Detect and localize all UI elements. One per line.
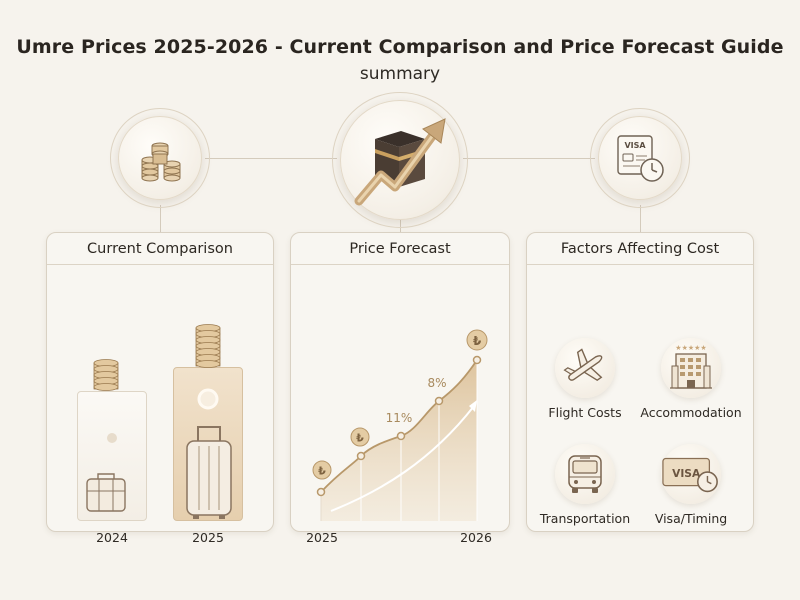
panel-title-factors: Factors Affecting Cost	[527, 233, 753, 265]
visa-timing-label: Visa/Timing	[654, 511, 728, 526]
visa-circle: VISA	[590, 108, 690, 208]
factors-panel: Factors Affecting Cost Flight Costs ★★★★…	[526, 232, 754, 532]
flight-costs-item	[555, 338, 615, 398]
bus-icon	[568, 455, 602, 493]
page-subtitle: summary	[359, 64, 441, 84]
forecast-x-label-2025: 2025	[306, 530, 338, 545]
visa-clock-icon: VISA	[617, 135, 664, 182]
connector-left-down	[160, 205, 161, 232]
flight-costs-label: Flight Costs	[548, 405, 622, 420]
coins-circle	[110, 108, 210, 208]
top-connector-right	[463, 158, 595, 159]
pct-label-8: 8%	[427, 376, 446, 390]
page-title: Umre Prices 2025-2026 - Current Comparis…	[16, 36, 784, 58]
forecast-points	[316, 355, 482, 497]
lira-coins: ₺ ₺ ₺	[312, 329, 488, 480]
coin-stacks-icon	[141, 142, 181, 182]
comparison-illustration	[86, 324, 232, 519]
visa-timing-item: VISA	[661, 444, 721, 504]
price-forecast-panel: Price Forecast	[290, 232, 510, 545]
kaaba-circle	[332, 92, 468, 228]
visa-badge-text: VISA	[672, 467, 701, 480]
svg-text:★★★★★: ★★★★★	[675, 344, 706, 352]
forecast-chart: ₺ ₺ ₺ 11% 8%	[312, 329, 488, 521]
visa-text: VISA	[624, 141, 646, 150]
panel-title-forecast: Price Forecast	[291, 233, 509, 265]
hotel-icon: ★★★★★	[670, 344, 712, 389]
lira-coin-1: ₺	[318, 465, 326, 478]
large-suitcase-icon	[186, 426, 232, 519]
accommodation-item: ★★★★★	[661, 338, 721, 398]
connector-right-down	[640, 205, 641, 232]
transportation-item	[555, 444, 615, 504]
small-suitcase-icon	[86, 473, 126, 512]
coin-stack-2024-icon	[93, 359, 119, 391]
lira-coin-3: ₺	[473, 334, 482, 348]
coin-stack-2025-icon	[195, 324, 221, 368]
accommodation-label: Accommodation	[640, 405, 742, 420]
lira-coin-2: ₺	[356, 432, 364, 445]
transportation-label: Transportation	[539, 511, 631, 526]
forecast-trend-arrow	[330, 405, 475, 512]
current-comparison-panel: Current Comparison	[46, 232, 274, 545]
forecast-area	[321, 360, 477, 521]
year-label-2024: 2024	[96, 530, 128, 545]
forecast-x-label-2026: 2026	[460, 530, 492, 545]
top-connector-left	[205, 158, 337, 159]
airplane-icon	[563, 348, 603, 382]
pct-label-11: 11%	[386, 411, 413, 425]
kaaba-rising-arrow-icon	[354, 118, 446, 206]
panel-title-comparison: Current Comparison	[47, 233, 273, 265]
visa-clock-icon: VISA	[662, 457, 718, 493]
year-label-2025: 2025	[192, 530, 224, 545]
